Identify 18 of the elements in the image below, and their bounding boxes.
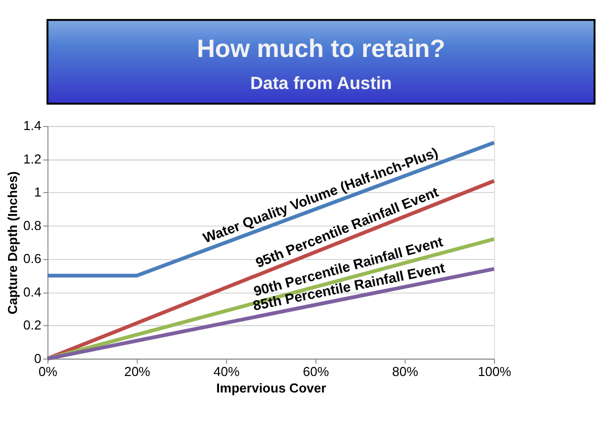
y-tick-label: 0: [34, 350, 42, 366]
x-tick-label: 20%: [124, 364, 151, 379]
y-tick-label: 0.8: [23, 218, 42, 233]
y-tick-label: 1: [34, 184, 42, 200]
y-tick-label: 0.6: [23, 251, 42, 266]
chart-subtitle: Data from Austin: [250, 72, 392, 93]
x-tick-label: 60%: [302, 364, 330, 379]
x-axis-title: Impervious Cover: [216, 380, 326, 396]
x-tick-label: 40%: [214, 364, 240, 379]
x-tick-label: 100%: [478, 364, 512, 379]
x-tick-label: 0%: [38, 364, 58, 379]
y-axis-title: Capture Depth (Inches): [4, 171, 20, 314]
y-tick-label: 1.2: [23, 151, 42, 166]
y-tick-label: 1.4: [23, 118, 42, 134]
y-tick-label: 0.4: [23, 284, 42, 300]
x-tick-label: 80%: [392, 364, 419, 379]
chart-title: How much to retain?: [196, 35, 446, 64]
y-tick-label: 0.2: [23, 318, 42, 333]
